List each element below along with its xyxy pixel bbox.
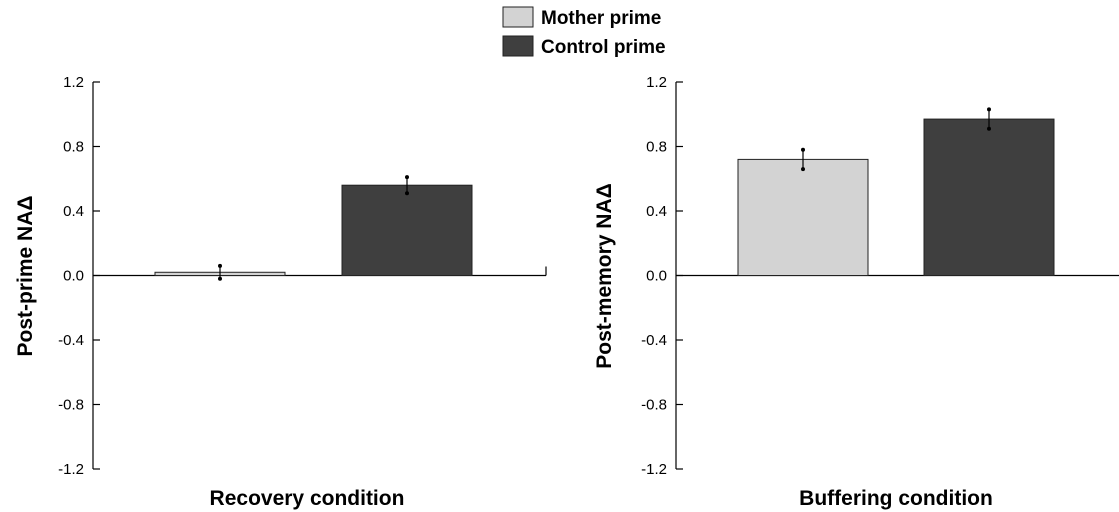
recovery-error-cap-lower — [218, 276, 222, 281]
legend-label-mother-prime: Mother prime — [541, 8, 661, 29]
recovery-y-tick-label: -0.8 — [58, 397, 84, 414]
buffering-y-axis-title: Post-memory NAΔ — [593, 183, 616, 368]
buffering-chart: Post-memory NAΔ Buffering condition 1.2 0… — [593, 74, 1119, 510]
recovery-y-axis-title: Post-prime NAΔ — [14, 196, 37, 357]
legend-swatch-mother-prime — [502, 6, 534, 28]
recovery-y-ticks: 1.2 0.8 0.4 0.0 -0.4 -0.8 -1.2 — [58, 74, 547, 478]
buffering-y-tick-label: -1.2 — [641, 461, 667, 478]
buffering-error-cap-upper — [987, 107, 991, 112]
recovery-y-tick-label: 1.2 — [63, 74, 84, 91]
buffering-bars — [737, 107, 1055, 277]
buffering-y-tick-label: 0.0 — [646, 268, 667, 285]
recovery-chart: Post-prime NAΔ Recovery condition 1.2 0.8… — [14, 74, 547, 510]
buffering-x-axis-title: Buffering condition — [799, 487, 993, 510]
recovery-bars — [154, 175, 473, 281]
recovery-y-tick-label: -0.4 — [58, 332, 84, 349]
buffering-y-tick-label: 0.8 — [646, 139, 667, 156]
recovery-y-tick-label: 0.8 — [63, 139, 84, 156]
buffering-error-cap-lower — [801, 167, 805, 172]
recovery-y-tick-label: 0.0 — [63, 268, 84, 285]
recovery-x-axis-title: Recovery condition — [210, 487, 405, 510]
buffering-y-tick-label: -0.8 — [641, 397, 667, 414]
buffering-bar-control-prime — [923, 118, 1055, 277]
legend: Mother prime Control prime — [502, 6, 666, 58]
recovery-error-cap-lower — [405, 191, 409, 196]
recovery-bar-control-prime — [341, 184, 473, 276]
buffering-y-tick-label: 0.4 — [646, 203, 667, 220]
recovery-y-tick-label: 0.4 — [63, 203, 84, 220]
buffering-error-cap-lower — [987, 126, 991, 131]
buffering-y-tick-label: -0.4 — [641, 332, 667, 349]
buffering-bar-mother-prime — [737, 158, 869, 276]
buffering-y-tick-label: 1.2 — [646, 74, 667, 91]
legend-swatch-control-prime — [502, 35, 534, 57]
legend-label-control-prime: Control prime — [541, 37, 666, 58]
recovery-y-tick-label: -1.2 — [58, 461, 84, 478]
recovery-error-cap-upper — [218, 263, 222, 268]
recovery-error-cap-upper — [405, 175, 409, 180]
buffering-error-cap-upper — [801, 147, 805, 152]
